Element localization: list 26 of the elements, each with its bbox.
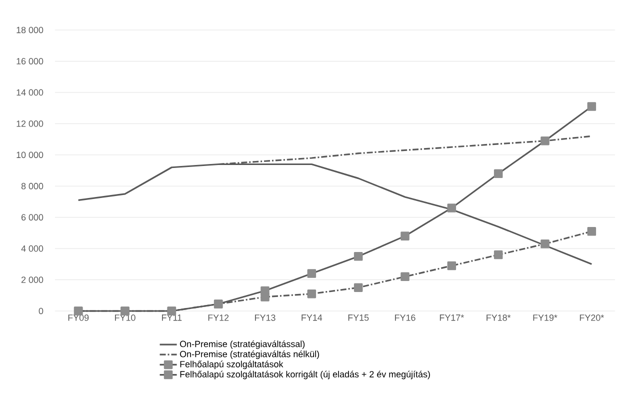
legend-label: On-Premise (stratégiaváltással) xyxy=(180,340,305,349)
y-tick-label: 16 000 xyxy=(16,58,44,64)
legend-label: Felhőalapú szolgáltatások korrigált (új eladás + 2 év megújítás) xyxy=(180,370,430,380)
x-tick-label: FY13 xyxy=(255,314,276,321)
x-tick-label: FY19* xyxy=(533,314,558,321)
x-tick-label: FY16 xyxy=(395,314,416,321)
y-tick-label: 14 000 xyxy=(16,89,44,96)
y-tick-label: 18 000 xyxy=(16,26,44,34)
legend-label: On-Premise (stratégiaváltás nélkül) xyxy=(180,350,320,360)
y-tick-label: 6 000 xyxy=(21,214,44,221)
x-tick-label: FY12 xyxy=(208,314,229,321)
x-tick-label: FY18* xyxy=(486,314,511,321)
x-tick-label: FY14 xyxy=(302,314,322,321)
y-tick-label: 8 000 xyxy=(21,182,44,190)
x-tick-label: FY11 xyxy=(162,314,182,321)
x-tick-label: FY15 xyxy=(348,314,369,321)
x-tick-label: FY20* xyxy=(580,314,604,321)
legend-label: Felhőalapú szolgáltatások xyxy=(180,360,284,370)
y-tick-label: 10 000 xyxy=(16,152,44,158)
x-tick-label: FY10 xyxy=(115,314,136,321)
x-tick-label: FY17* xyxy=(440,314,464,321)
y-tick-label: 12 000 xyxy=(16,120,44,127)
y-tick-label: 0 xyxy=(38,308,44,314)
y-tick-label: 4 000 xyxy=(21,245,44,252)
y-tick-label: 2 000 xyxy=(21,276,44,283)
x-tick-label: FY09 xyxy=(68,314,89,321)
